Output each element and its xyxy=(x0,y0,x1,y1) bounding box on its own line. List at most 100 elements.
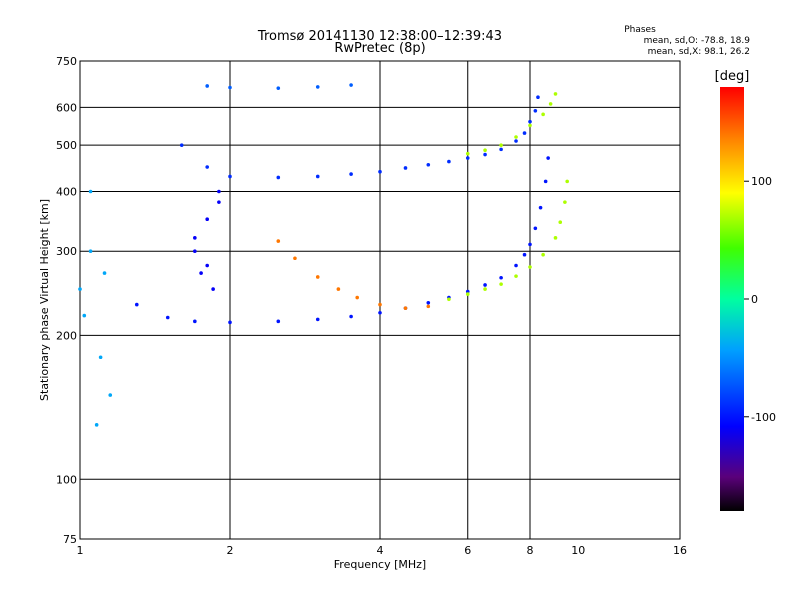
data-point xyxy=(98,355,103,360)
data-point xyxy=(355,295,359,300)
data-point xyxy=(276,239,281,243)
colorbar-tick-label: 0 xyxy=(751,293,758,306)
y-axis-ticks: 75 100 200 300 400 500 600 750 xyxy=(56,55,77,546)
data-point xyxy=(94,423,99,427)
data-point xyxy=(541,252,545,257)
colorbar-ticks: 100 0 -100 xyxy=(744,175,776,424)
data-point xyxy=(193,249,197,254)
data-point xyxy=(228,85,232,90)
y-tick-label: 300 xyxy=(56,245,77,258)
data-point xyxy=(349,83,353,87)
y-axis-label: Stationary phase Virtual Height [km] xyxy=(38,199,51,401)
data-point xyxy=(378,302,382,307)
data-point xyxy=(276,86,281,90)
data-point xyxy=(315,275,320,279)
data-point xyxy=(88,249,93,254)
data-point xyxy=(528,265,532,269)
chart-title: Tromsø 20141130 12:38:00–12:39:43 xyxy=(257,29,502,44)
data-point xyxy=(108,393,113,397)
data-point xyxy=(514,135,518,139)
data-point xyxy=(315,317,320,322)
data-point xyxy=(205,165,209,169)
x-tick-label: 6 xyxy=(464,544,471,557)
data-point xyxy=(483,287,487,291)
data-point xyxy=(403,306,408,310)
data-point xyxy=(528,123,532,128)
stats-heading: Phases xyxy=(624,25,656,35)
stats-line-o: mean, sd,O: -78.8, 18.9 xyxy=(644,36,751,46)
y-tick-label: 75 xyxy=(63,533,77,546)
y-tick-label: 600 xyxy=(56,101,77,114)
colorbar-tick-label: -100 xyxy=(751,411,776,424)
data-point xyxy=(533,109,538,113)
data-point xyxy=(165,315,170,320)
data-point xyxy=(276,175,281,180)
data-point xyxy=(293,256,297,261)
chart-subtitle: RwPretec (8p) xyxy=(334,41,425,56)
colorbar-tick-label: 100 xyxy=(751,175,772,188)
data-point xyxy=(82,313,87,318)
data-point xyxy=(205,217,209,222)
data-point xyxy=(78,287,82,291)
x-tick-label: 4 xyxy=(377,544,384,557)
data-point xyxy=(546,156,550,160)
data-point xyxy=(211,287,215,291)
data-point xyxy=(134,302,139,307)
data-point xyxy=(528,242,532,247)
data-point xyxy=(553,236,558,240)
y-tick-label: 750 xyxy=(56,55,77,68)
data-point xyxy=(193,236,197,240)
data-point xyxy=(465,151,470,156)
data-point xyxy=(543,179,548,184)
data-point xyxy=(522,131,527,135)
y-tick-label: 400 xyxy=(56,185,77,198)
x-axis-ticks: 1 2 4 6 8 10 16 xyxy=(77,544,688,557)
data-point xyxy=(541,112,545,117)
data-point xyxy=(465,292,470,296)
data-point xyxy=(426,300,431,305)
data-point xyxy=(315,85,320,89)
x-tick-label: 8 xyxy=(527,544,534,557)
data-point xyxy=(179,143,184,147)
data-point xyxy=(315,174,320,179)
data-point xyxy=(499,147,503,152)
data-points xyxy=(78,83,569,427)
data-point xyxy=(205,263,209,268)
data-point xyxy=(102,271,107,275)
x-tick-label: 16 xyxy=(673,544,687,557)
data-point xyxy=(522,252,527,257)
data-point xyxy=(499,143,503,147)
colorbar xyxy=(720,87,744,511)
data-point xyxy=(447,159,451,164)
data-point xyxy=(88,189,93,194)
y-tick-label: 500 xyxy=(56,139,77,152)
data-point xyxy=(553,92,558,96)
data-point xyxy=(447,297,451,302)
data-point xyxy=(483,152,487,157)
data-point xyxy=(336,287,341,291)
colorbar-label: [deg] xyxy=(715,69,750,84)
data-point xyxy=(465,156,470,160)
x-tick-label: 1 xyxy=(77,544,84,557)
data-point xyxy=(349,172,353,176)
data-point xyxy=(276,319,281,324)
data-point xyxy=(514,274,518,278)
data-point xyxy=(483,283,487,287)
y-tick-label: 100 xyxy=(56,473,77,486)
data-point xyxy=(217,189,221,194)
grid-lines xyxy=(80,61,680,539)
data-point xyxy=(565,179,569,184)
data-point xyxy=(465,289,470,294)
data-point xyxy=(563,200,567,204)
data-point xyxy=(205,84,209,88)
data-point xyxy=(499,282,503,286)
data-point xyxy=(426,304,431,309)
data-point xyxy=(536,95,540,99)
data-point xyxy=(514,139,518,143)
data-point xyxy=(528,119,532,124)
data-point xyxy=(199,271,203,275)
y-tick-label: 200 xyxy=(56,329,77,342)
x-axis-label: Frequency [MHz] xyxy=(334,558,426,571)
data-point xyxy=(217,200,221,204)
